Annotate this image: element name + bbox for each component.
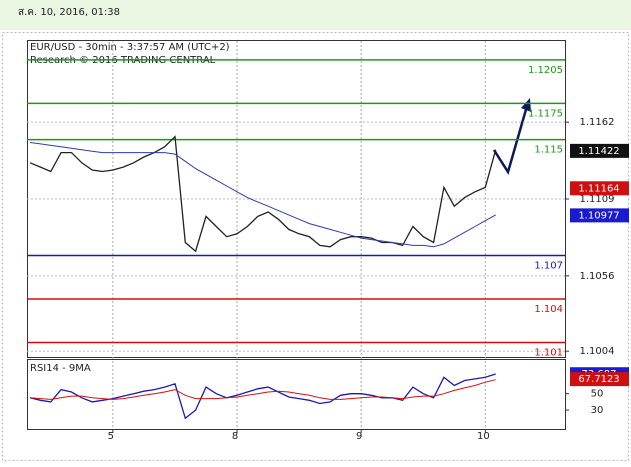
forecast-arrow (492, 105, 529, 176)
series-line (30, 142, 496, 248)
series-line (30, 379, 496, 400)
price-flag (570, 181, 629, 196)
level-label: 1.104 (534, 304, 563, 315)
level-label: 1.107 (534, 261, 563, 272)
price-flag-label: 1.11422 (578, 146, 619, 157)
y-tick-label: 50 (591, 389, 604, 400)
price-flag-label: 1.11164 (578, 183, 619, 194)
level-label: 1.1175 (528, 108, 563, 119)
chart-title: EUR/USD - 30min - 3:37:57 AM (UTC+2) (30, 42, 230, 53)
level-label: 1.115 (534, 145, 563, 156)
rsi-title: RSI14 - 9MA (30, 363, 91, 374)
x-tick-label: 9 (356, 431, 362, 442)
x-tick-label: 8 (232, 431, 238, 442)
y-tick-label: 1.1004 (580, 346, 615, 357)
frame (2, 32, 629, 461)
y-tick-label: 1.1109 (580, 194, 615, 205)
price-flag (570, 143, 629, 158)
header-bar (0, 0, 631, 30)
y-tick-label: 30 (591, 405, 604, 416)
y-tick-label: 1.1162 (580, 117, 615, 128)
price-flag (570, 208, 629, 223)
level-label: 1.1205 (528, 65, 563, 76)
y-tick-label: 1.1056 (580, 271, 615, 282)
price-flag (570, 372, 629, 387)
price-flag-label: 1.10977 (578, 210, 619, 221)
series-line (29, 135, 497, 253)
price-flag-label: 67.7123 (578, 374, 619, 385)
x-tick-label: 10 (477, 431, 490, 442)
level-label: 1.101 (534, 348, 563, 359)
rsi-plot (27, 359, 566, 430)
x-tick-label: 5 (108, 431, 114, 442)
forecast-arrowhead (521, 98, 531, 112)
header-date: ส.ค. 10, 2016, 01:38 (18, 7, 120, 18)
